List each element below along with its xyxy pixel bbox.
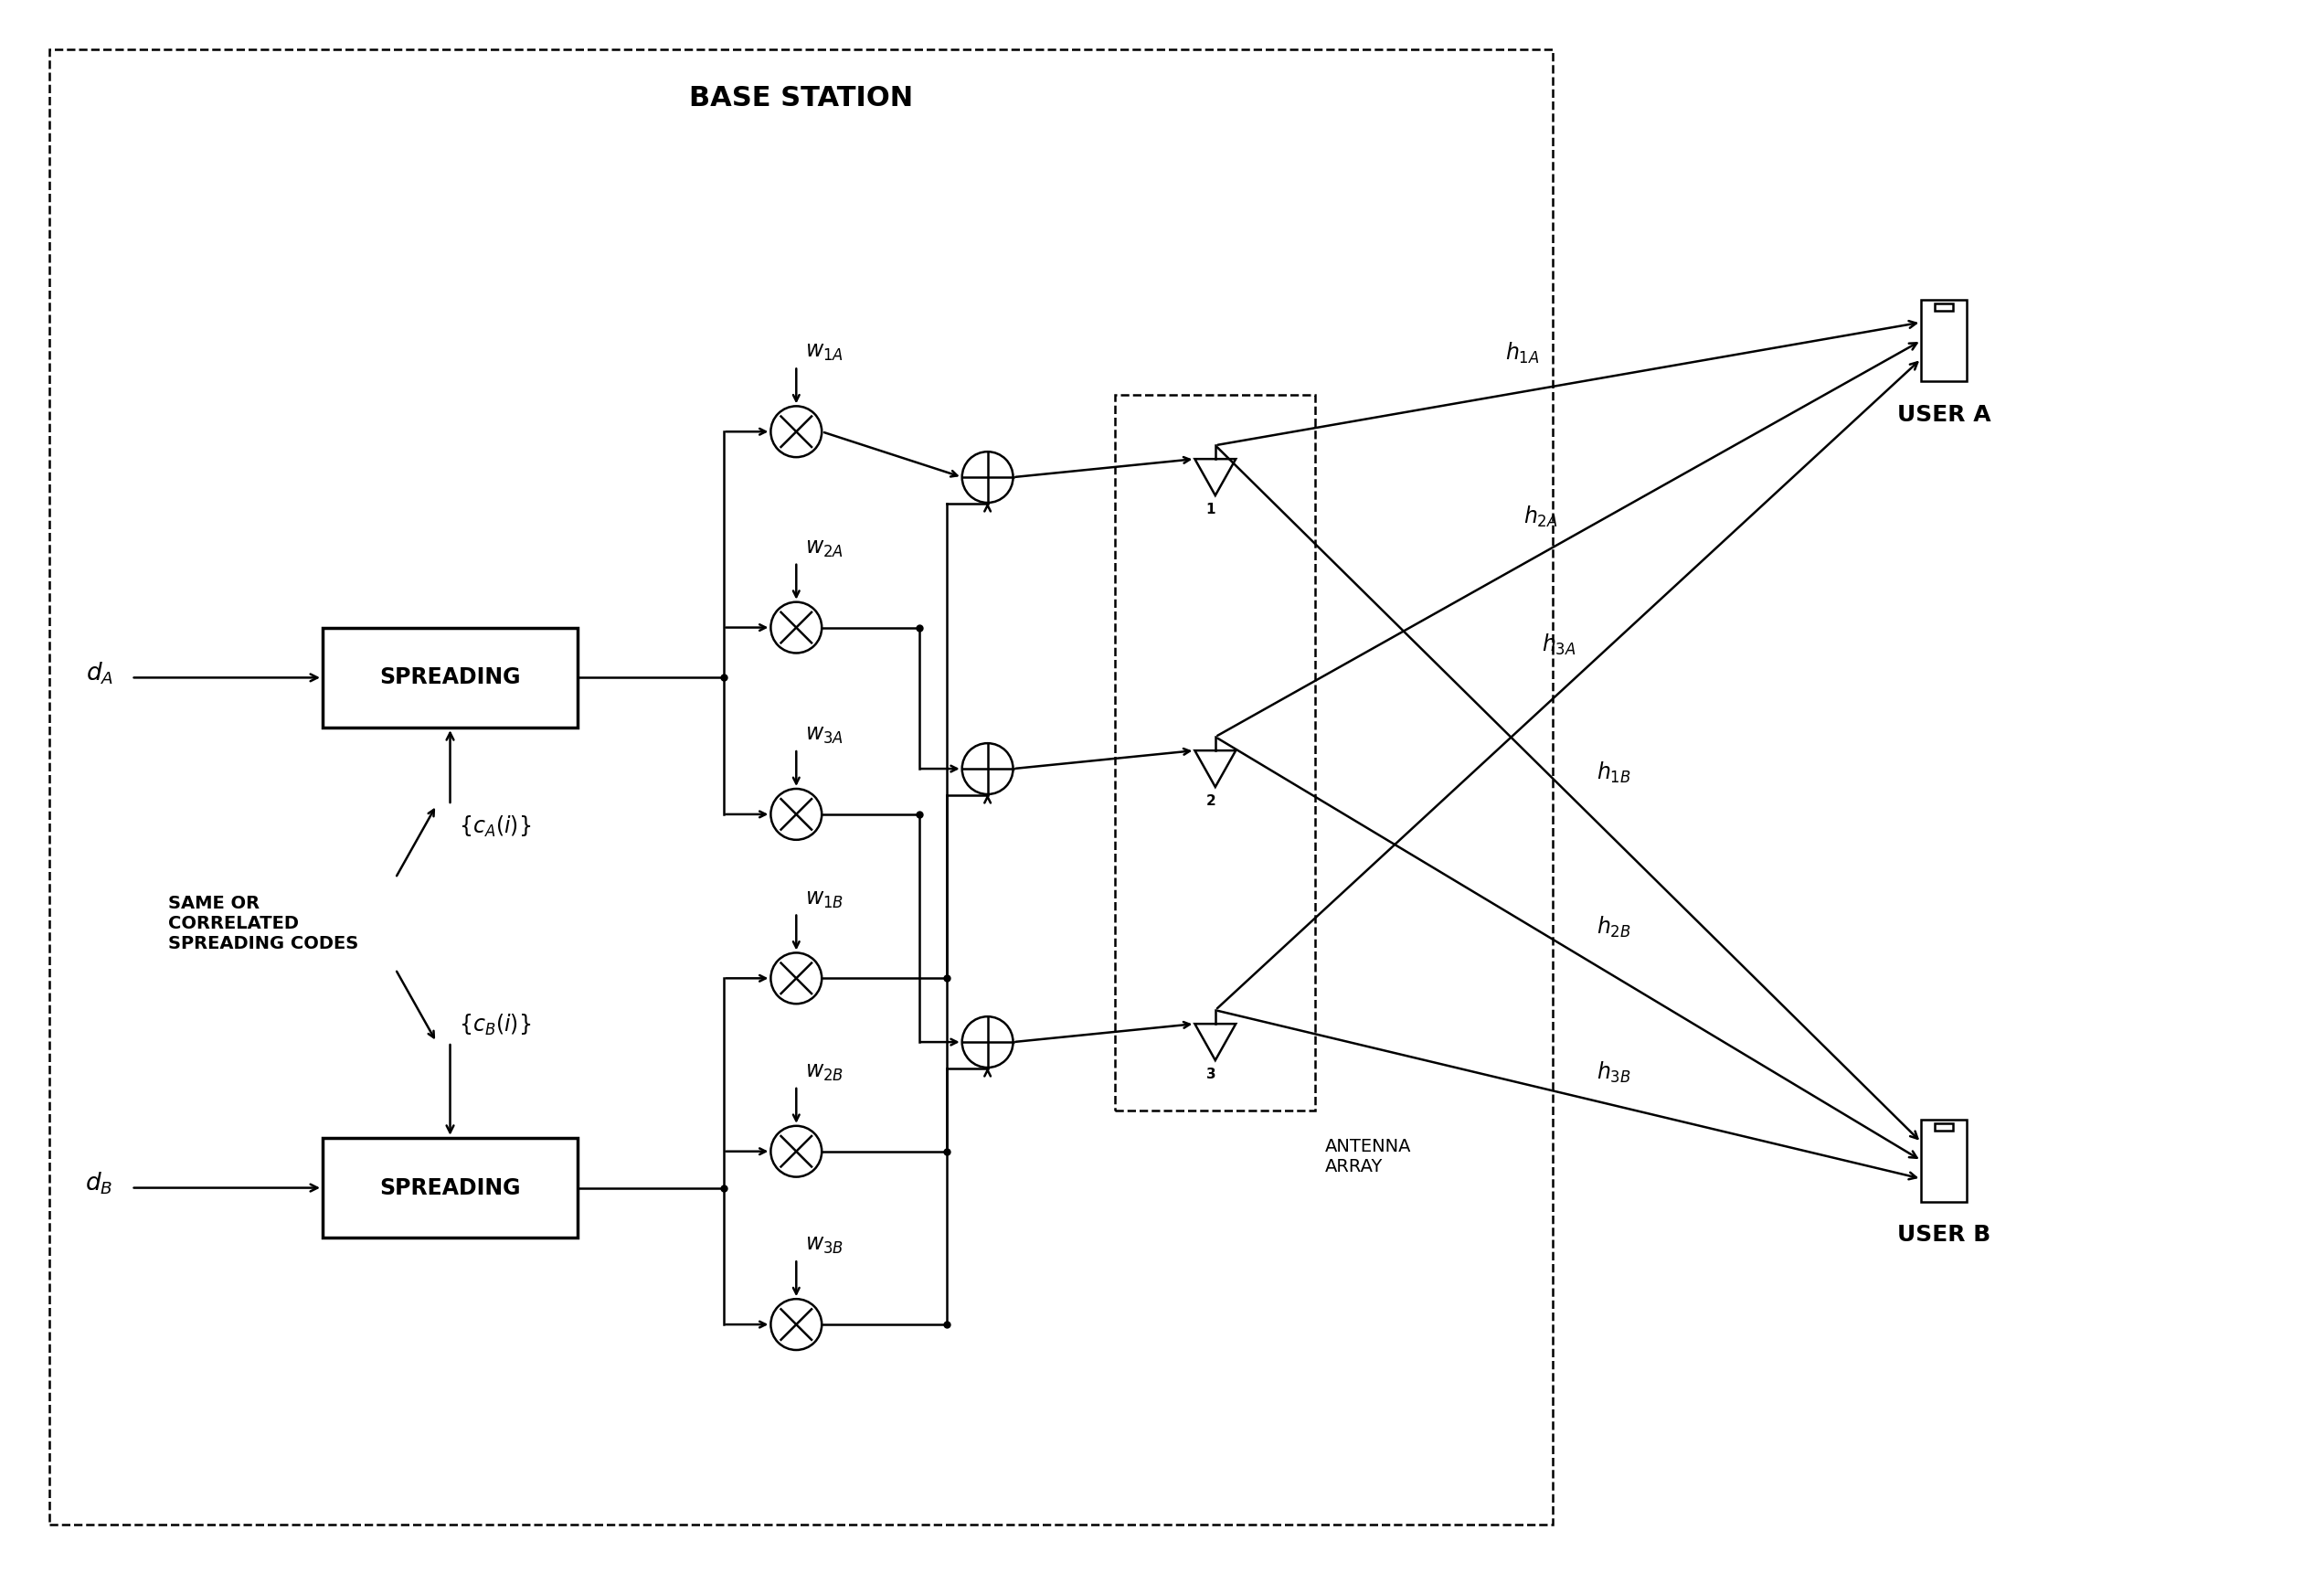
Text: $w_{3B}$: $w_{3B}$ <box>806 1235 844 1257</box>
Text: $d_B$: $d_B$ <box>86 1170 114 1197</box>
Text: 1: 1 <box>1206 503 1215 516</box>
Text: $\{c_B(i)\}$: $\{c_B(i)\}$ <box>460 1013 532 1038</box>
Text: $h_{2B}$: $h_{2B}$ <box>1597 914 1631 939</box>
Text: BASE STATION: BASE STATION <box>688 85 913 112</box>
Text: USER B: USER B <box>1896 1224 1992 1246</box>
Text: $w_{3A}$: $w_{3A}$ <box>806 724 844 746</box>
Text: $h_{1B}$: $h_{1B}$ <box>1597 760 1631 785</box>
Text: $w_{2B}$: $w_{2B}$ <box>806 1062 844 1084</box>
Text: $h_{3A}$: $h_{3A}$ <box>1541 632 1576 658</box>
FancyBboxPatch shape <box>1922 1120 1966 1202</box>
FancyBboxPatch shape <box>1936 1123 1952 1131</box>
Text: SAME OR
CORRELATED
SPREADING CODES: SAME OR CORRELATED SPREADING CODES <box>167 895 358 952</box>
Text: $h_{2A}$: $h_{2A}$ <box>1525 505 1557 530</box>
FancyBboxPatch shape <box>323 628 579 728</box>
Text: SPREADING: SPREADING <box>379 1177 521 1199</box>
FancyBboxPatch shape <box>1922 299 1966 382</box>
Text: $w_{2A}$: $w_{2A}$ <box>806 538 844 558</box>
Text: 2: 2 <box>1206 794 1215 809</box>
Text: USER A: USER A <box>1896 404 1992 426</box>
Text: $d_A$: $d_A$ <box>86 661 114 686</box>
Text: $w_{1A}$: $w_{1A}$ <box>806 341 844 363</box>
FancyBboxPatch shape <box>323 1137 579 1238</box>
Text: SPREADING: SPREADING <box>379 667 521 689</box>
Text: $h_{1A}$: $h_{1A}$ <box>1506 341 1541 365</box>
Text: $h_{3B}$: $h_{3B}$ <box>1597 1060 1631 1085</box>
Text: $\{c_A(i)\}$: $\{c_A(i)\}$ <box>460 815 532 838</box>
Text: ANTENNA
ARRAY: ANTENNA ARRAY <box>1325 1137 1411 1175</box>
Text: $w_{1B}$: $w_{1B}$ <box>806 889 844 909</box>
Text: 3: 3 <box>1206 1068 1215 1081</box>
FancyBboxPatch shape <box>1936 304 1952 310</box>
